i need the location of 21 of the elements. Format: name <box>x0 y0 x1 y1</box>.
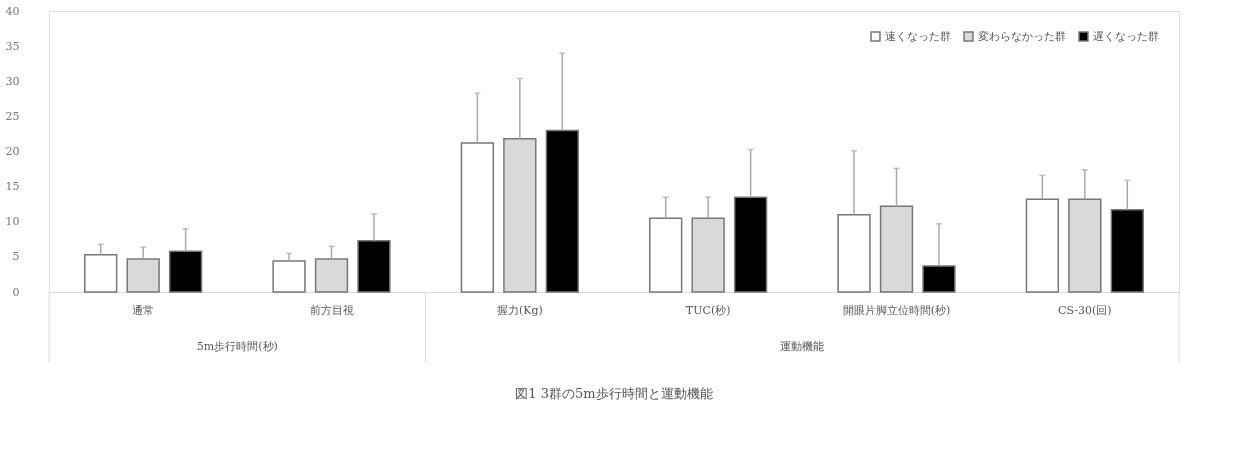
x-tick-label: 握力(Kg) <box>496 303 543 317</box>
legend-label: 速くなった群 <box>885 29 951 43</box>
y-tick-label: 5 <box>12 250 20 264</box>
legend-label: 変わらなかった群 <box>978 29 1066 43</box>
x-tick-label: TUC(秒) <box>685 303 731 317</box>
y-tick-label: 10 <box>5 215 20 229</box>
x-tick-label: 前方目視 <box>309 303 354 317</box>
x-tick-label: 開眼片脚立位時間(秒) <box>842 303 951 317</box>
y-tick-label: 15 <box>5 180 20 194</box>
y-tick-label: 30 <box>5 74 20 88</box>
y-tick-label: 0 <box>12 285 20 299</box>
y-tick-label: 35 <box>5 39 20 53</box>
y-tick-label: 25 <box>5 109 20 123</box>
x-tick-label: CS-30(回) <box>1058 303 1112 317</box>
text: 運動機能 <box>780 340 825 353</box>
legend-label: 遅くなった群 <box>1093 29 1159 43</box>
y-tick-label: 40 <box>5 4 20 18</box>
text: 図1 3群の5m歩行時間と運動機能 <box>515 385 713 401</box>
y-tick-label: 20 <box>5 145 20 158</box>
text: 5m歩行時間(秒) <box>196 340 278 353</box>
x-tick-label: 通常 <box>132 303 155 317</box>
